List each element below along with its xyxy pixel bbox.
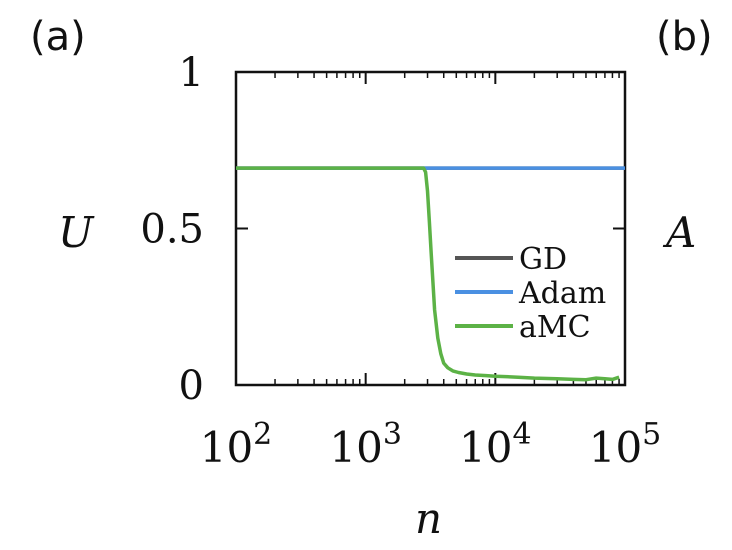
y-axis-label: U <box>58 208 94 257</box>
x-tick-label: 104 <box>459 417 532 472</box>
panel-label-b: (b) <box>656 14 713 60</box>
x-axis-label: n <box>415 494 443 543</box>
legend-label-adam: Adam <box>518 276 606 311</box>
legend-label-gd: GD <box>519 242 567 277</box>
y-tick-label: 0 <box>179 363 204 409</box>
x-tick-label: 102 <box>200 417 273 472</box>
legend-label-amc: aMC <box>519 310 591 345</box>
x-tick-label: 105 <box>589 417 662 472</box>
series-line-amc <box>236 166 620 382</box>
right-axis-label: A <box>666 208 697 257</box>
x-tick-label: 103 <box>329 417 402 472</box>
y-tick-label: 0.5 <box>140 207 204 253</box>
y-tick-label: 1 <box>179 50 204 96</box>
panel-label-a: (a) <box>30 14 86 60</box>
